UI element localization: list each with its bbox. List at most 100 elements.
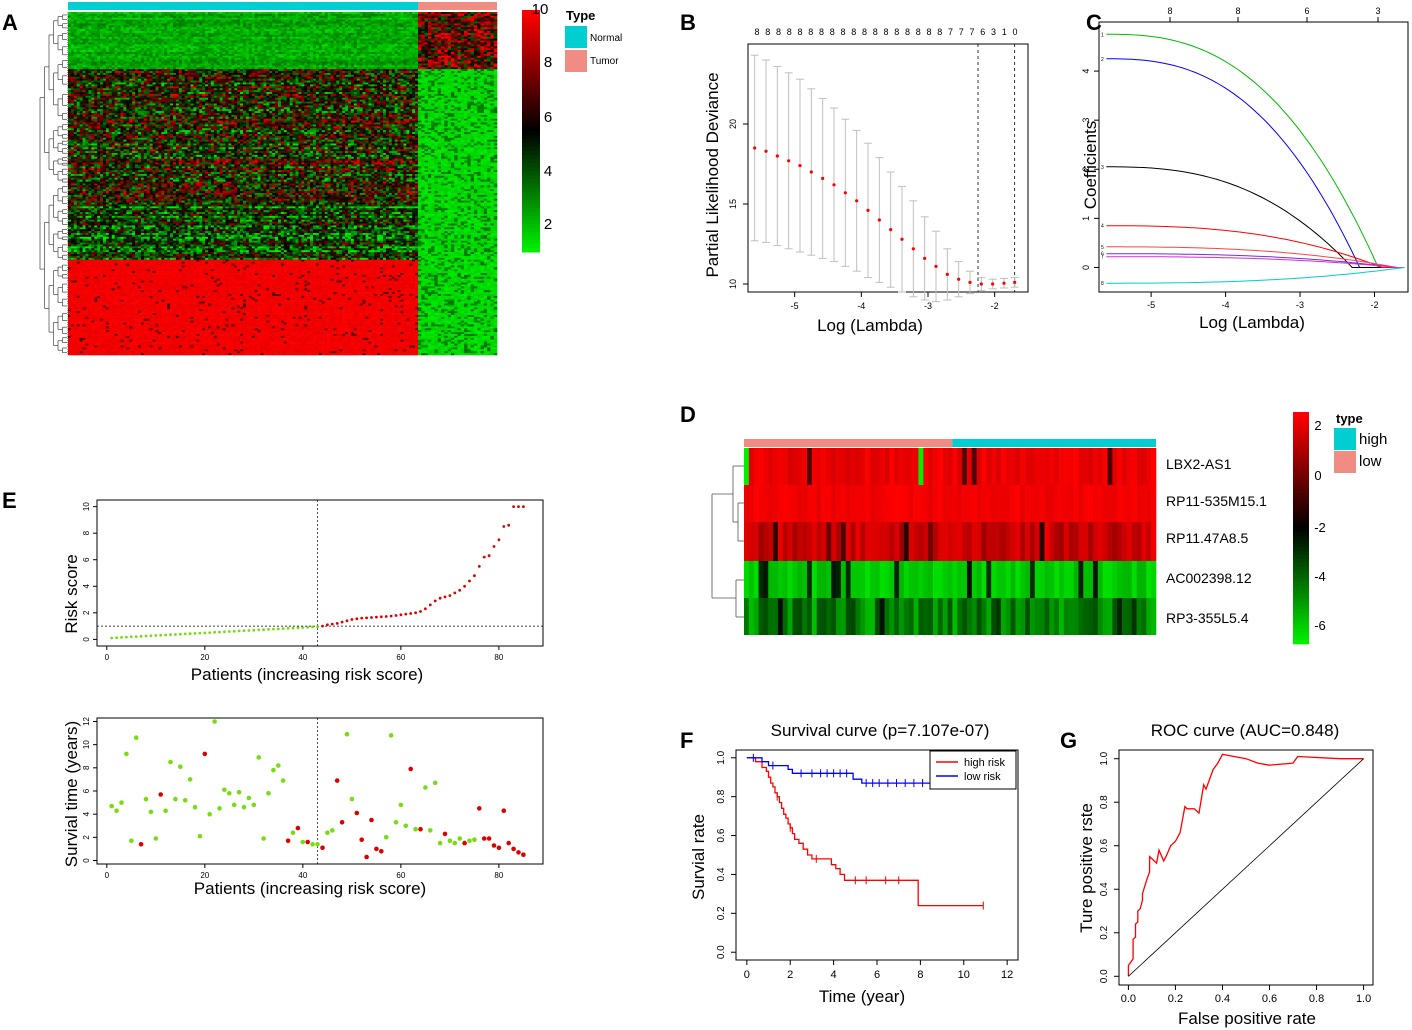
heatmap-cell [103,23,106,25]
heatmap-cell [451,23,455,25]
heatmap-cell [484,12,488,14]
heatmap-cell [477,18,481,20]
heatmap-cell [458,23,462,25]
heatmap-cell [287,18,290,20]
heatmap-cell [434,23,438,25]
heatmap-cell [191,14,194,16]
panel-letter-e: E [2,488,17,513]
heatmap-cell [173,25,176,27]
heatmap-cell [290,25,293,27]
heatmap-cell [88,22,91,24]
heatmap-cell [474,20,478,22]
heatmap-cell [161,16,164,18]
heatmap-cell [474,29,478,31]
heatmap-cell [464,14,468,16]
heatmap-cell [220,31,223,33]
heatmap-cell [228,25,231,27]
heatmap-cell [202,23,205,25]
heatmap-cell [196,22,199,24]
heatmap-cell [161,20,164,22]
heatmap-cell [444,20,448,22]
heatmap-cell [164,23,167,25]
heatmap-cell [100,18,103,20]
heatmap-cell [173,31,176,33]
heatmap-cell [431,29,435,31]
heatmap-cell [153,27,156,29]
heatmap-cell [156,29,159,31]
heatmap-cell [401,16,404,18]
heatmap-cell [176,27,179,29]
heatmap-cell [249,25,252,27]
heatmap-cell [179,27,182,29]
heatmap-cell [363,31,366,33]
heatmap-cell [243,25,246,27]
heatmap-cell [461,23,465,25]
heatmap-cell [371,14,374,16]
heatmap-cell [182,27,185,29]
heatmap-cell [464,18,468,20]
heatmap-cell [298,29,301,31]
heatmap-cell [158,20,161,22]
heatmap-cell [269,16,272,18]
heatmap-cell [255,14,258,16]
heatmap-cell [441,25,445,27]
heatmap-cell [240,29,243,31]
heatmap-cell [71,20,74,22]
heatmap-cell [138,29,141,31]
heatmap-cell [345,14,348,16]
heatmap-cell [144,23,147,25]
heatmap-cell [293,20,296,22]
heatmap-cell [467,31,471,33]
heatmap-cell [196,25,199,27]
heatmap-cell [97,14,100,16]
heatmap-cell [284,18,287,20]
heatmap-cell [153,23,156,25]
heatmap-cell [467,23,471,25]
heatmap-cell [266,18,269,20]
heatmap-cell [307,20,310,22]
heatmap-cell [153,29,156,31]
heatmap-cell [438,20,442,22]
heatmap-cell [313,27,316,29]
heatmap-cell [304,25,307,27]
heatmap-cell [467,20,471,22]
heatmap-cell [383,12,386,14]
heatmap-cell [293,22,296,24]
heatmap-cell [454,25,458,27]
heatmap-cell [336,22,339,24]
heatmap-cell [354,27,357,29]
heatmap-cell [106,25,109,27]
heatmap-cell [431,22,435,24]
heatmap-cell [301,31,304,33]
heatmap-cell [176,18,179,20]
heatmap-cell [395,23,398,25]
heatmap-cell [261,27,264,29]
heatmap-cell [278,14,281,16]
heatmap-cell [115,12,118,14]
heatmap-cell [425,23,429,25]
heatmap-cell [458,20,462,22]
heatmap-cell [135,27,138,29]
heatmap-cell [167,29,170,31]
heatmap-cell [464,20,468,22]
heatmap-cell [167,16,170,18]
heatmap-cell [94,12,97,14]
heatmap-cell [325,22,328,24]
heatmap-cell [360,18,363,20]
heatmap-cell [252,31,255,33]
heatmap-cell [275,12,278,14]
heatmap-cell [217,23,220,25]
heatmap-cell [398,16,401,18]
heatmap-cell [290,14,293,16]
heatmap-cell [357,25,360,27]
heatmap-cell [94,29,97,31]
heatmap-cell [293,18,296,20]
heatmap-cell [252,23,255,25]
heatmap-cell [278,29,281,31]
heatmap-cell [481,12,485,14]
heatmap-cell [434,18,438,20]
heatmap-cell [80,27,83,29]
heatmap-cell [121,16,124,18]
heatmap-cell [185,12,188,14]
heatmap-cell [380,14,383,16]
